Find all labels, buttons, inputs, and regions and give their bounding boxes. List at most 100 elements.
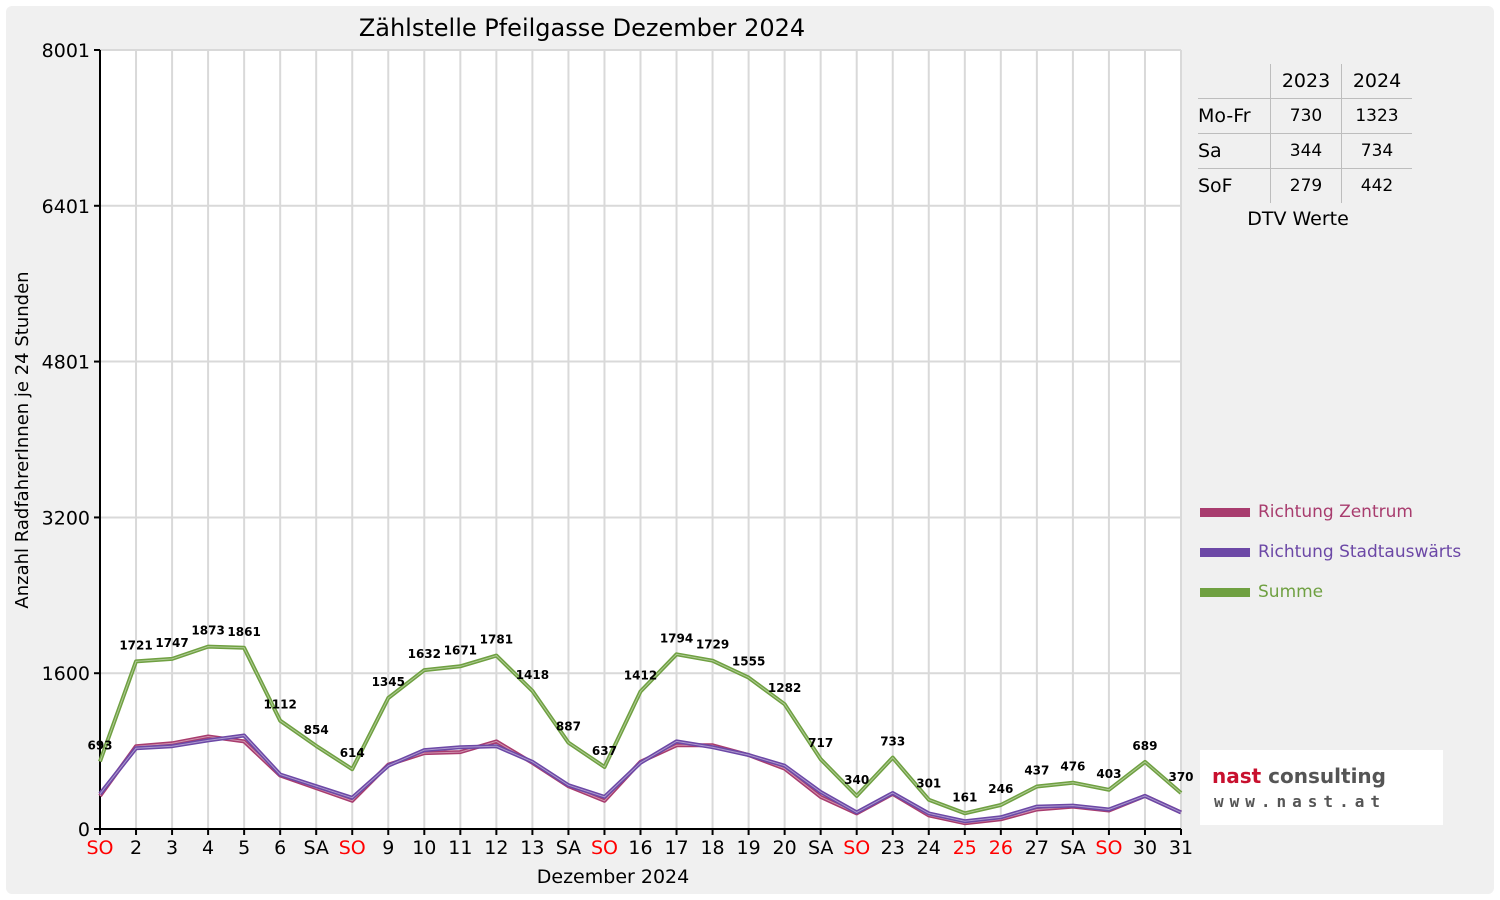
dtv-header-row: 2023 2024: [1198, 64, 1412, 99]
x-tick-label: SO: [591, 837, 618, 859]
x-tick-label: 11: [448, 837, 472, 859]
legend-item-zentrum: Richtung Zentrum: [1200, 492, 1461, 532]
y-tick-label: 4801: [42, 352, 90, 374]
nast-consulting-logo: nast consulting www.nast.at: [1200, 750, 1443, 825]
data-label-summe: 1412: [624, 669, 657, 683]
data-label-summe: 1282: [768, 681, 801, 695]
x-tick-label: 13: [520, 837, 544, 859]
data-label-summe: 887: [556, 720, 581, 734]
legend-item-summe: Summe: [1200, 572, 1461, 612]
data-label-summe: 161: [952, 790, 977, 804]
legend-label-summe: Summe: [1258, 582, 1324, 602]
data-label-summe: 1873: [191, 624, 224, 638]
x-tick-label: 23: [881, 837, 905, 859]
data-label-summe: 1729: [696, 638, 729, 652]
x-tick-label: SO: [339, 837, 366, 859]
x-tick-label: 20: [773, 837, 797, 859]
x-tick-label: SO: [1095, 837, 1122, 859]
data-label-summe: 1781: [480, 633, 513, 647]
data-label-summe: 1747: [155, 636, 188, 650]
logo-url: www.nast.at: [1214, 792, 1386, 811]
data-label-summe: 614: [340, 746, 365, 760]
x-tick-label: 27: [1025, 837, 1049, 859]
chart-title: Zählstelle Pfeilgasse Dezember 2024: [359, 14, 805, 42]
x-tick-label: 30: [1133, 837, 1157, 859]
data-label-summe: 1112: [263, 698, 296, 712]
data-label-summe: 1632: [408, 647, 441, 661]
dtv-cell-2023: 279: [1270, 168, 1342, 203]
data-label-summe: 1794: [660, 631, 693, 645]
dtv-header-2024: 2024: [1341, 64, 1412, 99]
x-axis-title: Dezember 2024: [537, 866, 689, 888]
dtv-header-2023: 2023: [1270, 64, 1342, 99]
dtv-row-label: Sa: [1198, 133, 1271, 169]
chart-legend: Richtung Zentrum Richtung Stadtauswärts …: [1200, 492, 1461, 612]
x-tick-label: 12: [484, 837, 508, 859]
logo-wordmark: nast consulting: [1212, 764, 1386, 788]
x-tick-label: 10: [412, 837, 436, 859]
x-tick-label: 5: [238, 837, 250, 859]
y-tick-label: 6401: [42, 196, 90, 218]
dtv-header-empty: [1198, 64, 1271, 99]
data-label-summe: 340: [844, 773, 869, 787]
x-tick-label: SA: [556, 837, 581, 859]
x-tick-label: 31: [1169, 837, 1193, 859]
dtv-row-mofr: Mo-Fr 730 1323: [1198, 98, 1412, 134]
x-tick-label: SA: [303, 837, 328, 859]
data-label-summe: 637: [592, 744, 617, 758]
data-label-summe: 693: [87, 739, 112, 753]
dtv-row-sa: Sa 344 734: [1198, 133, 1412, 169]
x-tick-label: 16: [628, 837, 652, 859]
x-tick-label: 6: [274, 837, 286, 859]
x-tick-label: SO: [86, 837, 113, 859]
x-tick-label: 26: [989, 837, 1013, 859]
data-label-summe: 476: [1060, 760, 1085, 774]
data-label-summe: 689: [1132, 739, 1157, 753]
x-tick-label: 25: [953, 837, 977, 859]
y-axis-title: Anzahl RadfahrerInnen je 24 Stunden: [12, 271, 33, 608]
data-label-summe: 1418: [516, 668, 549, 682]
legend-swatch-zentrum: [1200, 507, 1250, 517]
data-label-summe: 1671: [444, 643, 477, 657]
data-label-summe: 403: [1096, 767, 1121, 781]
legend-swatch-stadtauswaerts: [1200, 547, 1250, 557]
series-lines: [98, 644, 1183, 826]
series-line-highlight-2: [99, 646, 1182, 814]
x-tick-label: 9: [382, 837, 394, 859]
x-tick-label: SA: [1060, 837, 1085, 859]
y-tick-label: 8001: [42, 40, 90, 62]
logo-word-consulting: consulting: [1268, 764, 1386, 788]
y-tick-label: 0: [78, 819, 90, 841]
series-line-2: [98, 644, 1183, 816]
dtv-caption: DTV Werte: [1247, 208, 1349, 230]
data-label-summe: 1555: [732, 655, 765, 669]
data-label-summe: 1721: [119, 638, 152, 652]
dtv-cell-2024: 1323: [1341, 98, 1412, 134]
x-tick-label: 19: [737, 837, 761, 859]
data-label-summe: 246: [988, 782, 1013, 796]
legend-label-zentrum: Richtung Zentrum: [1258, 502, 1413, 522]
series-line-1: [98, 733, 1182, 824]
data-label-summe: 370: [1168, 770, 1193, 784]
data-label-summe: 733: [880, 735, 905, 749]
logo-word-nast: nast: [1212, 764, 1262, 788]
data-label-summe: 301: [916, 777, 941, 791]
legend-label-stadtauswaerts: Richtung Stadtauswärts: [1258, 542, 1462, 562]
data-label-summe: 1861: [227, 625, 260, 639]
series-line-highlight-1: [99, 735, 1182, 822]
dtv-cell-2024: 734: [1341, 133, 1412, 169]
data-label-summe: 854: [304, 723, 329, 737]
x-tick-label: 4: [202, 837, 214, 859]
x-tick-label: SO: [843, 837, 870, 859]
x-tick-label: 18: [700, 837, 724, 859]
x-tick-label: 2: [130, 837, 142, 859]
x-tick-label: 24: [917, 837, 941, 859]
data-label-summe: 1345: [372, 675, 405, 689]
x-tick-label: SA: [808, 837, 833, 859]
dtv-row-label: Mo-Fr: [1198, 98, 1271, 134]
dtv-cell-2023: 730: [1270, 98, 1342, 134]
